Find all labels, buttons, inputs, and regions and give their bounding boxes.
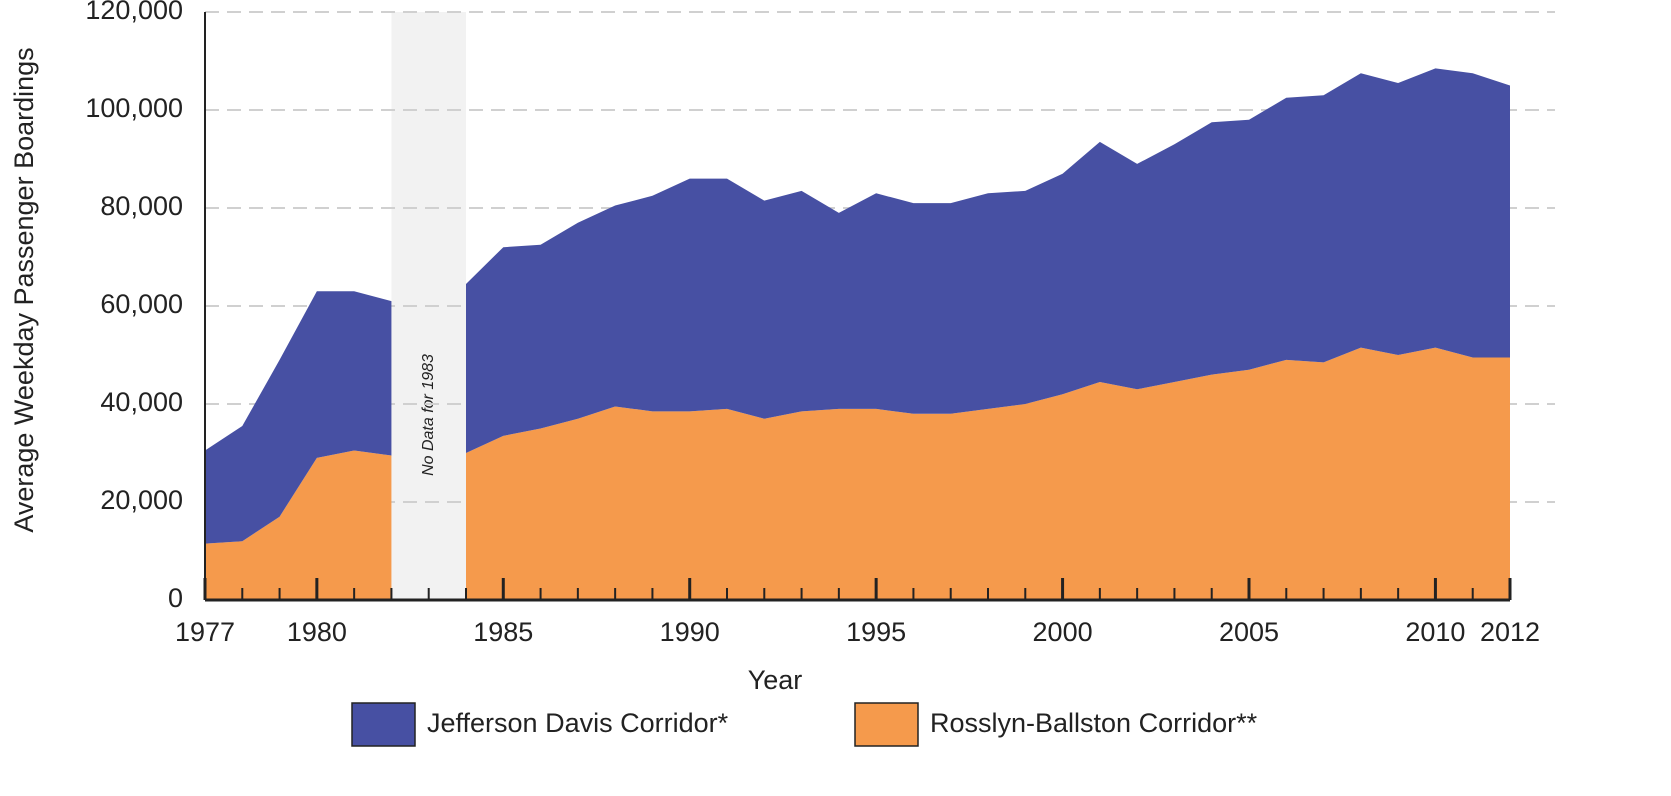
x-tick-label: 1995 (846, 617, 906, 647)
annotation: No Data for 1983 (420, 354, 437, 476)
legend-label: Rosslyn-Ballston Corridor** (930, 708, 1258, 738)
x-tick-label: 1980 (287, 617, 347, 647)
legend-swatch (854, 702, 919, 747)
y-tick-label: 120,000 (85, 0, 183, 25)
area (205, 347, 1510, 600)
x-tick-label: 1985 (473, 617, 533, 647)
y-tick-label: 20,000 (100, 485, 183, 515)
legend-swatch (351, 702, 416, 747)
area (205, 68, 1510, 544)
legend-label: Jefferson Davis Corridor* (427, 708, 729, 738)
x-axis-label: Year (748, 665, 803, 695)
y-axis-label: Average Weekday Passenger Boardings (9, 47, 39, 532)
x-tick-label: 1990 (660, 617, 720, 647)
x-tick-label: 2012 (1480, 617, 1540, 647)
y-tick-label: 40,000 (100, 387, 183, 417)
y-tick-label: 60,000 (100, 289, 183, 319)
x-tick-label: 2000 (1033, 617, 1093, 647)
x-tick-label: 2005 (1219, 617, 1279, 647)
y-tick-label: 100,000 (85, 93, 183, 123)
x-tick-label: 1977 (175, 617, 235, 647)
y-tick-label: 80,000 (100, 191, 183, 221)
x-tick-label: 2010 (1405, 617, 1465, 647)
y-tick-label: 0 (168, 583, 183, 613)
